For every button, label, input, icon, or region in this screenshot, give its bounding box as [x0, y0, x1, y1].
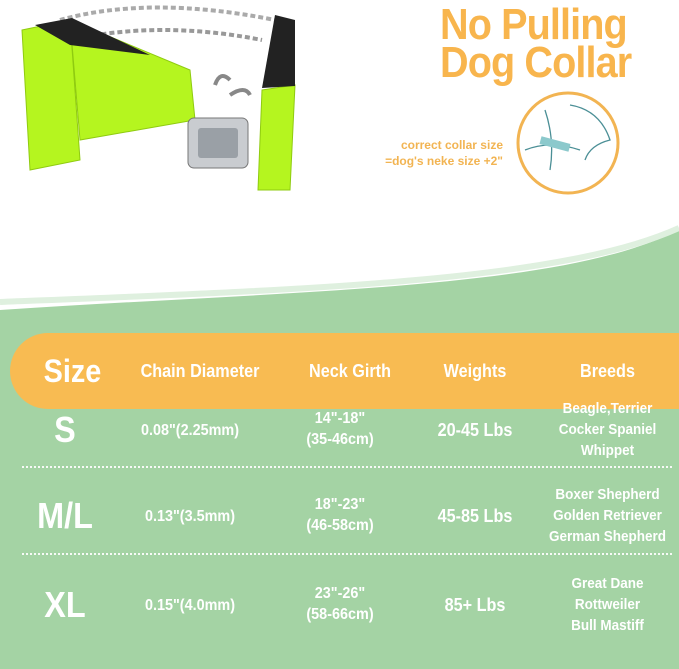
breed-item: Bull Mastiff — [571, 617, 644, 634]
header-breeds: Breeds — [580, 361, 635, 381]
weight-cell: 85+ Lbs — [444, 595, 506, 615]
neck-girth-inches: 18"-23" — [314, 496, 366, 513]
neck-girth-cm: (58-66cm) — [306, 606, 374, 623]
row-divider — [22, 553, 672, 555]
size-cell: XL — [44, 584, 86, 625]
chain-diameter-cell: 0.08"(2.25mm) — [140, 422, 240, 439]
weight-cell: 20-45 Lbs — [437, 420, 513, 440]
weight-cell: 45-85 Lbs — [437, 506, 513, 526]
breed-item: Cocker Spaniel — [558, 421, 657, 438]
chain-diameter-cell: 0.15"(4.0mm) — [144, 597, 236, 614]
breed-item: Boxer Shepherd — [555, 486, 660, 503]
breed-item: Golden Retriever — [553, 507, 662, 524]
neck-girth-cm: (35-46cm) — [306, 431, 374, 448]
neck-girth-inches: 23"-26" — [314, 585, 366, 602]
size-hint-line-1: correct collar size — [400, 138, 503, 152]
neck-girth-inches: 14"-18" — [314, 410, 366, 427]
size-hint: correct collar size =dog's neke size +2" — [378, 137, 503, 169]
header-neck-girth: Neck Girth — [309, 361, 391, 381]
breed-item: Beagle,Terrier — [562, 400, 653, 417]
header-size: Size — [43, 353, 102, 389]
header-weights: Weights — [443, 361, 507, 381]
table-header: Size Chain Diameter Neck Girth Weights B… — [10, 333, 679, 409]
collar-image — [21, 5, 296, 191]
header-chain-diameter: Chain Diameter — [140, 361, 260, 381]
measuring-illustration — [516, 91, 620, 195]
breed-item: Rottweiler — [574, 596, 641, 613]
breed-item: German Shepherd — [548, 528, 667, 545]
breed-item: Great Dane — [571, 575, 644, 592]
size-cell: M/L — [37, 495, 93, 536]
size-hint-line-2: =dog's neke size +2" — [385, 154, 503, 168]
size-cell: S — [54, 409, 76, 450]
chain-diameter-cell: 0.13"(3.5mm) — [144, 508, 236, 525]
breed-item: Whippet — [580, 442, 635, 459]
neck-girth-cm: (46-58cm) — [306, 517, 374, 534]
title-line-1: No Pulling — [440, 0, 628, 49]
row-divider — [22, 466, 672, 468]
title-line-2: Dog Collar — [440, 38, 632, 87]
